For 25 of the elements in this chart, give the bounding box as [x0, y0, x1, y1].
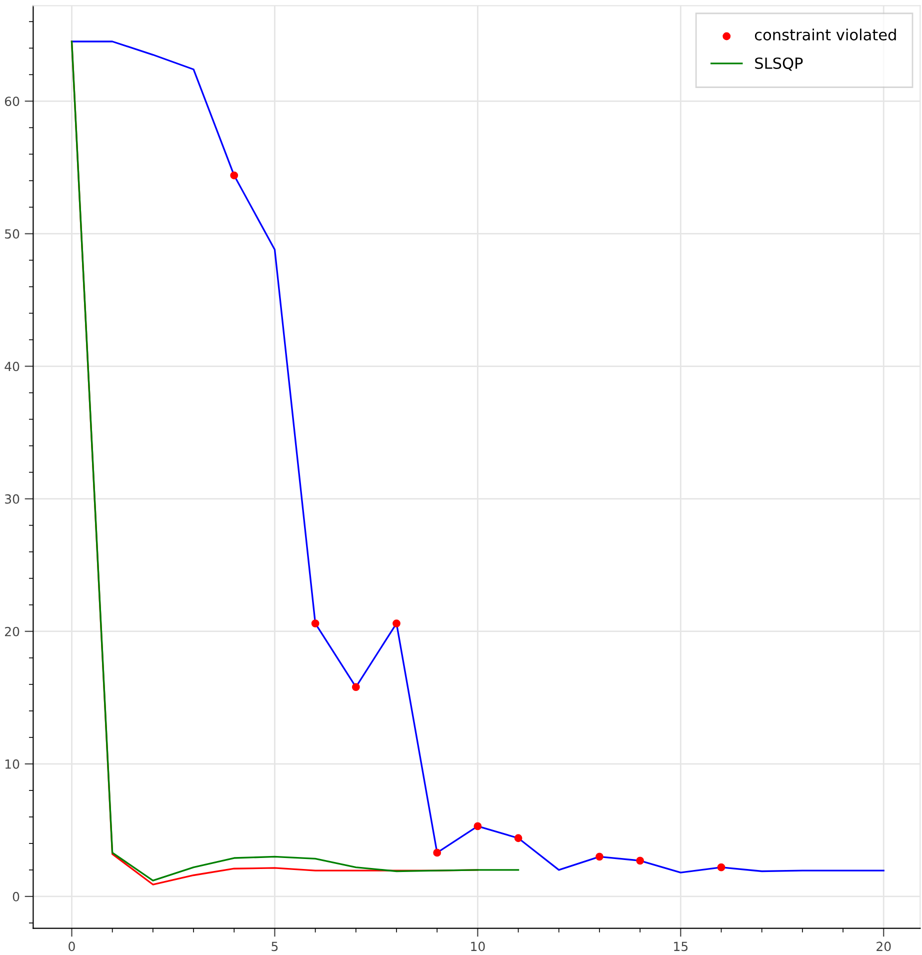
- point: [474, 822, 482, 830]
- point: [717, 863, 726, 872]
- legend-label: SLSQP: [755, 57, 803, 71]
- point: [392, 619, 400, 628]
- point: [514, 834, 522, 842]
- y-tick-label: 10: [5, 759, 20, 769]
- x-tick-label: 20: [876, 942, 891, 952]
- point: [433, 848, 442, 857]
- x-tick-label: 15: [674, 942, 688, 952]
- x-tick-label: 5: [272, 942, 278, 952]
- x-tick-label: 10: [471, 942, 485, 952]
- line-series: [70, 40, 884, 874]
- point: [596, 852, 604, 861]
- y-tick-label: 30: [5, 494, 20, 504]
- legend-label: constraint violated: [754, 28, 896, 40]
- point: [352, 683, 360, 691]
- x-tick-label: 0: [68, 942, 75, 952]
- y-tick-label: 0: [12, 892, 20, 902]
- y-tick-label: 20: [5, 626, 20, 636]
- point: [311, 619, 320, 628]
- point: [636, 856, 644, 865]
- y-tick-label: 60: [4, 96, 20, 106]
- y-tick-label: 40: [4, 362, 20, 372]
- y-tick-label: 50: [5, 229, 20, 239]
- point: [230, 171, 238, 180]
